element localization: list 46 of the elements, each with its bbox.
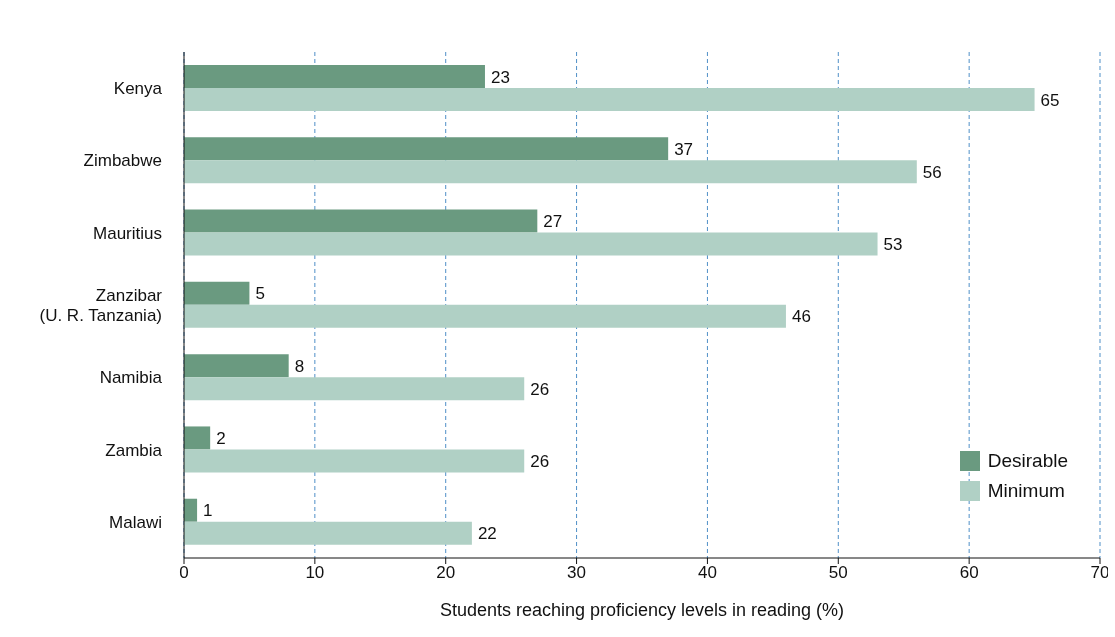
- x-tick-label: 70: [1090, 563, 1110, 583]
- y-tick-label: Kenya: [113, 79, 163, 99]
- data-label: 53: [883, 235, 903, 255]
- x-tick-label: 60: [959, 563, 979, 583]
- bar: [184, 426, 211, 450]
- bar: [184, 137, 669, 161]
- x-axis-title: Students reaching proficiency levels in reading (%): [439, 600, 845, 620]
- x-tick-label: 30: [567, 563, 587, 583]
- data-label: 2: [216, 428, 226, 448]
- data-label: 27: [543, 212, 563, 232]
- data-label: 26: [530, 379, 550, 399]
- data-label: 23: [490, 67, 510, 87]
- y-tick-label: Zanzibar (U. R. Tanzania): [39, 286, 163, 325]
- y-tick-label: Zambia: [105, 440, 163, 460]
- bar: [184, 449, 525, 473]
- bar: [184, 209, 538, 233]
- y-tick-label: Namibia: [99, 368, 163, 388]
- bar: [184, 498, 198, 522]
- bar: [184, 281, 250, 305]
- x-tick-label: 0: [179, 563, 189, 583]
- bar: [184, 88, 1035, 112]
- data-label: 26: [530, 451, 550, 471]
- bar: [184, 354, 289, 378]
- data-label: 37: [674, 139, 694, 159]
- data-label: 22: [477, 524, 497, 544]
- x-tick-label: 10: [305, 563, 325, 583]
- y-tick-label: Malawi: [109, 512, 162, 532]
- legend-label: Minimum: [986, 480, 1066, 502]
- bar: [184, 232, 878, 256]
- x-tick-label: 20: [436, 563, 456, 583]
- data-label: 1: [203, 501, 213, 521]
- y-tick-label: Mauritius: [93, 223, 162, 243]
- data-label: 65: [1040, 90, 1060, 110]
- data-label: 56: [922, 162, 942, 182]
- data-label: 8: [294, 356, 305, 376]
- y-tick-label: Zimbabwe: [83, 151, 162, 171]
- bar: [184, 377, 525, 401]
- data-label: 46: [791, 307, 811, 327]
- legend-label: Desirable: [986, 450, 1068, 472]
- bar: [184, 521, 472, 545]
- x-tick-label: 50: [828, 563, 848, 583]
- bar: [184, 304, 786, 328]
- data-label: 5: [255, 284, 265, 304]
- x-tick-label: 40: [697, 563, 717, 583]
- bar: [184, 160, 917, 184]
- bar: [184, 65, 485, 89]
